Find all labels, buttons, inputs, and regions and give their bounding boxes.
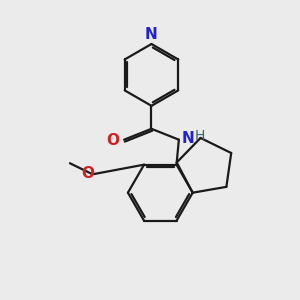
Text: N: N [182, 131, 195, 146]
Text: H: H [194, 129, 205, 143]
Text: N: N [145, 27, 158, 42]
Text: O: O [106, 134, 119, 148]
Text: O: O [81, 166, 94, 181]
